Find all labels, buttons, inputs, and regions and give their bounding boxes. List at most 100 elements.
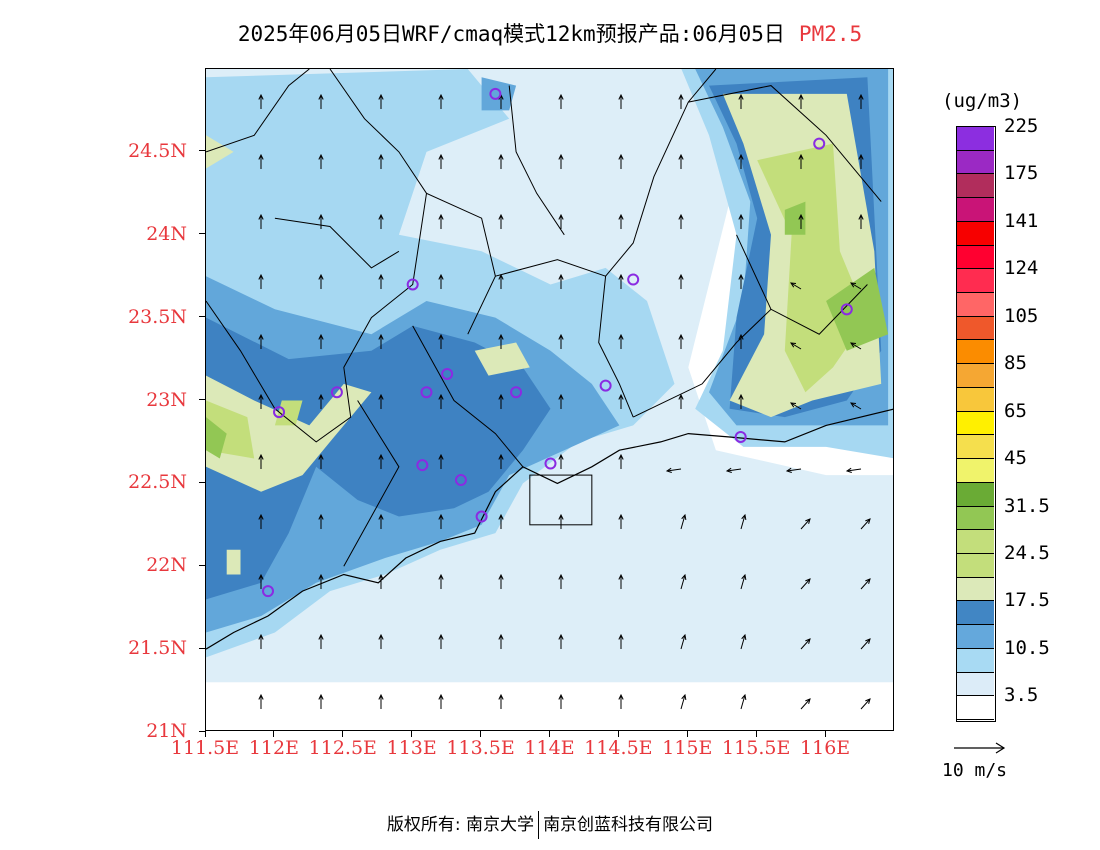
wind-arrow-head	[790, 282, 797, 288]
legend-color-swatch	[957, 459, 994, 483]
latitude-tick	[199, 399, 205, 400]
wind-arrow-head	[438, 513, 444, 520]
wind-arrow-head	[378, 273, 384, 280]
wind-arrow-head	[858, 93, 864, 100]
wind-arrow-icon	[618, 573, 624, 589]
wind-arrow-head	[741, 633, 747, 641]
longitude-tick	[204, 731, 206, 737]
wind-arrow-head	[738, 213, 744, 220]
wind-arrow-head	[378, 213, 384, 220]
latitude-tick	[199, 481, 205, 483]
wind-arrow-icon	[860, 578, 871, 590]
wind-arrow-icon	[378, 633, 384, 649]
wind-arrow-head	[438, 573, 444, 580]
wind-arrow-icon	[740, 573, 747, 590]
legend-color-swatch	[957, 696, 994, 720]
wind-arrow-icon	[558, 453, 564, 469]
wind-arrow-icon	[740, 513, 747, 530]
wind-arrow-icon	[738, 393, 744, 409]
longitude-tick-label: 113.5E	[446, 737, 515, 759]
wind-arrow-icon	[790, 282, 802, 290]
legend-color-swatch	[957, 625, 994, 649]
wind-arrow-head	[558, 273, 564, 280]
wind-arrow-icon	[378, 333, 384, 349]
legend-color-swatch	[957, 506, 994, 531]
wind-arrow-icon	[790, 342, 802, 350]
wind-arrow-icon	[498, 333, 504, 349]
wind-arrow-icon	[558, 93, 564, 109]
wind-arrow-head	[865, 518, 871, 524]
pm25-forecast-map	[205, 68, 894, 731]
wind-arrow-shaft	[790, 402, 802, 410]
wind-arrow-head	[438, 153, 444, 160]
legend-color-swatch	[957, 530, 994, 554]
wind-arrow-head	[681, 693, 687, 701]
wind-arrow-head	[378, 333, 384, 340]
wind-arrow-icon	[258, 453, 264, 469]
wind-arrow-icon	[678, 153, 684, 169]
station-marker	[454, 474, 467, 487]
boundary-line	[632, 308, 772, 418]
legend-tick-label: 45	[1004, 447, 1027, 470]
wind-arrow-icon	[798, 93, 804, 109]
wind-arrow-head	[850, 402, 857, 408]
legend-tick-label: 105	[1004, 304, 1039, 327]
concentration-contour-green	[826, 267, 889, 351]
wind-arrow-head	[681, 633, 687, 641]
wind-arrow-shaft	[740, 574, 746, 590]
longitude-tick-label: 112.5E	[308, 737, 377, 759]
wind-arrow-icon	[498, 513, 504, 529]
wind-arrow-head	[618, 213, 624, 220]
administrative-boundaries	[206, 69, 893, 650]
wind-arrow-icon	[438, 273, 444, 289]
wind-arrow-head	[318, 513, 324, 520]
wind-arrow-head	[678, 333, 684, 340]
station-marker	[510, 386, 523, 399]
wind-arrow-head	[865, 578, 871, 584]
longitude-tick	[824, 731, 826, 737]
boundary-line	[688, 85, 882, 202]
wind-arrow-head	[318, 333, 324, 340]
wind-arrow-head	[258, 693, 264, 700]
latitude-tick	[199, 316, 205, 318]
wind-arrow-icon	[738, 273, 744, 289]
boundary-line	[736, 234, 868, 335]
wind-arrow-icon	[738, 333, 744, 349]
wind-arrow-head	[378, 573, 384, 580]
wind-arrow-icon	[850, 342, 862, 350]
wind-arrow-icon	[678, 393, 684, 409]
wind-arrow-head	[378, 513, 384, 520]
wind-arrow-head	[318, 273, 324, 280]
wind-arrow-head	[558, 453, 564, 460]
latitude-tick-label: 24N	[146, 222, 187, 245]
legend-color-swatch	[957, 150, 994, 175]
wind-arrow-icon	[258, 573, 264, 589]
boundary-line	[412, 325, 524, 468]
concentration-contour-pale_green	[206, 375, 372, 492]
latitude-tick-label: 22.5N	[128, 471, 187, 494]
wind-arrow-icon	[738, 153, 744, 169]
longitude-tick-label: 115E	[662, 737, 713, 759]
wind-arrow-icon	[558, 393, 564, 409]
wind-arrow-icon	[678, 273, 684, 289]
longitude-tick	[549, 731, 550, 737]
wind-arrow-head	[378, 153, 384, 160]
wind-arrow-icon	[680, 633, 687, 650]
wind-arrow-shaft	[850, 342, 862, 350]
concentration-contour-pale_green	[206, 135, 234, 169]
legend-color-swatch	[957, 577, 994, 602]
wind-arrow-head	[558, 153, 564, 160]
wind-arrow-head	[498, 333, 504, 340]
wind-arrow-head	[318, 393, 324, 400]
wind-arrow-icon	[438, 633, 444, 649]
wind-arrow-icon	[258, 213, 264, 229]
wind-arrow-head	[618, 513, 624, 520]
wind-arrow-icon	[318, 573, 324, 589]
wind-arrow-icon	[258, 633, 264, 649]
wind-arrow-icon	[798, 213, 804, 229]
wind-arrow-head	[558, 393, 564, 400]
coastline	[206, 408, 893, 650]
wind-arrow-head	[378, 693, 384, 700]
wind-arrow-head	[258, 213, 264, 220]
legend-color-swatch	[957, 221, 994, 246]
